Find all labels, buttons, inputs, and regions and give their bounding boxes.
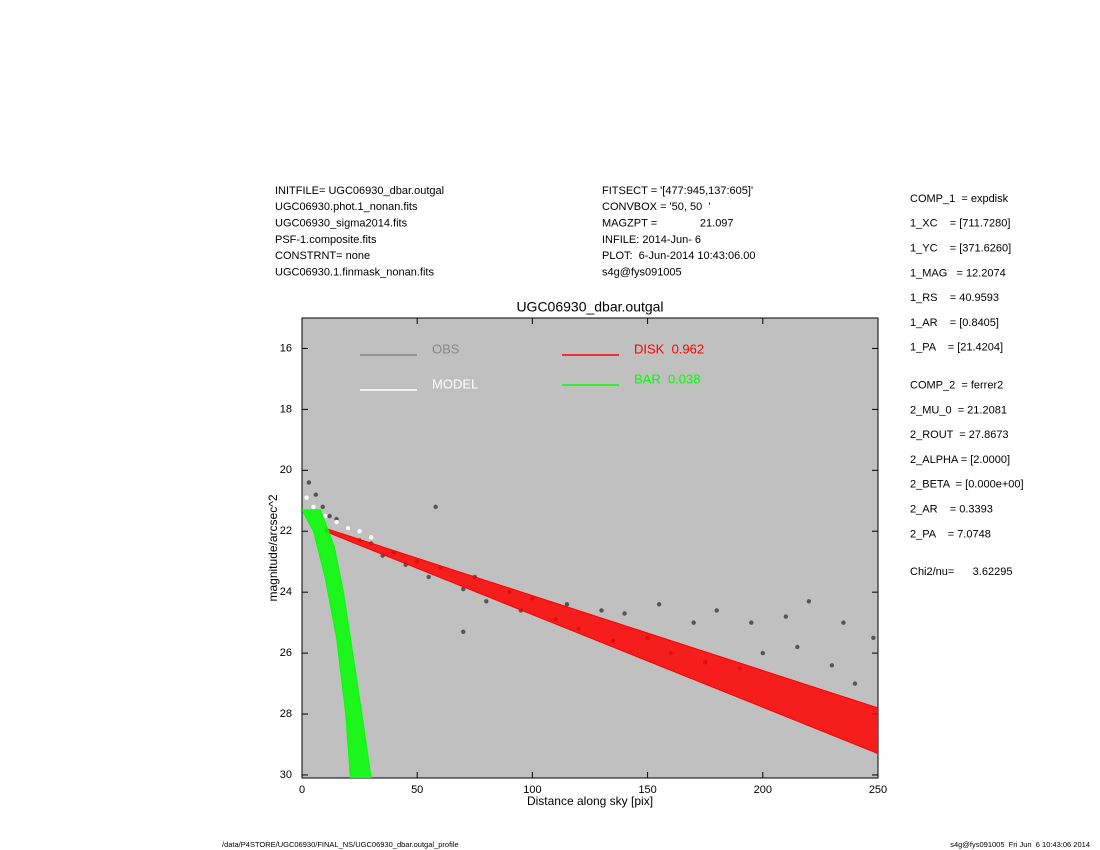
data-point bbox=[426, 574, 431, 580]
data-point bbox=[599, 608, 604, 613]
footer-right: s4g@fys091005 Fri Jun 6 10:43:06 2014 bbox=[950, 840, 1090, 849]
data-point bbox=[795, 644, 800, 650]
y-axis-label: magnitude/arcsec^2 bbox=[266, 494, 280, 601]
data-point bbox=[345, 525, 351, 531]
x-axis-label: Distance along sky [pix] bbox=[527, 794, 653, 808]
legend-label: BAR 0.038 bbox=[634, 371, 701, 386]
param-line: 2_ALPHA = [2.0000] bbox=[910, 454, 1010, 466]
data-point bbox=[461, 586, 466, 592]
legend-label: OBS bbox=[432, 341, 460, 356]
model-band bbox=[302, 509, 372, 778]
data-point bbox=[656, 602, 662, 607]
data-point bbox=[304, 495, 309, 500]
data-point bbox=[829, 663, 835, 668]
chart-title: UGC06930_dbar.outgal bbox=[516, 299, 663, 315]
data-point bbox=[368, 535, 374, 540]
data-point bbox=[322, 513, 328, 519]
data-point bbox=[749, 620, 754, 625]
param-line: Chi2/nu= 3.62295 bbox=[910, 566, 1012, 578]
data-point bbox=[311, 504, 316, 510]
param-line: 1_PA = [21.4204] bbox=[910, 342, 1003, 354]
data-point bbox=[871, 635, 876, 641]
legend-label: MODEL bbox=[432, 376, 478, 391]
y-tick-label: 26 bbox=[280, 647, 292, 659]
data-point bbox=[841, 620, 846, 625]
header-center-line: s4g@fys091005 bbox=[602, 266, 682, 278]
param-line: COMP_2 = ferrer2 bbox=[910, 380, 1003, 392]
data-point bbox=[714, 608, 719, 613]
data-point bbox=[783, 614, 789, 619]
header-left-line: UGC06930.1.finmask_nonan.fits bbox=[275, 266, 434, 278]
data-point bbox=[691, 620, 696, 625]
data-point bbox=[334, 516, 339, 522]
data-point bbox=[306, 480, 312, 485]
header-center-line: INFILE: 2014-Jun- 6 bbox=[602, 234, 701, 246]
param-line: 1_YC = [371.6260] bbox=[910, 243, 1011, 255]
y-tick-label: 20 bbox=[280, 464, 292, 476]
header-center-line: FITSECT = '[477:945,137:605]' bbox=[602, 185, 753, 197]
data-point bbox=[327, 513, 332, 519]
data-point bbox=[334, 519, 339, 525]
param-line: 1_MAG = 12.2074 bbox=[910, 267, 1006, 279]
x-tick-label: 100 bbox=[523, 784, 541, 796]
data-point bbox=[760, 650, 765, 656]
x-tick-label: 150 bbox=[638, 784, 656, 796]
x-tick-label: 200 bbox=[754, 784, 772, 796]
param-line: 2_AR = 0.3393 bbox=[910, 504, 993, 516]
data-point bbox=[852, 681, 858, 686]
data-point bbox=[357, 529, 362, 534]
x-tick-label: 50 bbox=[411, 784, 423, 796]
data-point bbox=[320, 504, 325, 510]
header-left-line: CONSTRNT= none bbox=[275, 250, 370, 262]
y-tick-label: 24 bbox=[280, 586, 292, 598]
header-left-line: INITFILE= UGC06930_dbar.outgal bbox=[275, 185, 444, 197]
param-line: 2_MU_0 = 21.2081 bbox=[910, 404, 1007, 416]
data-point bbox=[313, 492, 319, 497]
legend-label: DISK 0.962 bbox=[634, 341, 704, 356]
param-line: 1_XC = [711.7280] bbox=[910, 218, 1010, 230]
param-line: 1_AR = [0.8405] bbox=[910, 317, 999, 329]
param-line: 2_PA = 7.0748 bbox=[910, 528, 991, 540]
data-point bbox=[622, 611, 627, 616]
header-center-line: MAGZPT = 21.097 bbox=[602, 218, 734, 230]
y-tick-label: 16 bbox=[280, 342, 292, 354]
footer-left: /data/P4STORE/UGC06930/FINAL_NS/UGC06930… bbox=[222, 840, 459, 849]
data-point bbox=[433, 504, 438, 510]
y-tick-label: 28 bbox=[280, 708, 292, 720]
data-point bbox=[806, 599, 812, 604]
header-center-line: CONVBOX = '50, 50 ' bbox=[602, 201, 710, 213]
y-tick-label: 18 bbox=[280, 403, 292, 415]
param-line: 2_BETA = [0.000e+00] bbox=[910, 479, 1024, 491]
param-line: COMP_1 = expdisk bbox=[910, 193, 1009, 205]
y-tick-label: 22 bbox=[280, 525, 292, 537]
data-point bbox=[484, 599, 489, 604]
data-point bbox=[564, 602, 570, 607]
y-tick-label: 30 bbox=[280, 769, 292, 781]
header-left-line: UGC06930_sigma2014.fits bbox=[275, 218, 408, 230]
data-point bbox=[461, 629, 466, 634]
param-line: 1_RS = 40.9593 bbox=[910, 292, 999, 304]
header-left-line: PSF-1.composite.fits bbox=[275, 234, 377, 246]
x-tick-label: 0 bbox=[299, 784, 305, 796]
header-center-line: PLOT: 6-Jun-2014 10:43:06.00 bbox=[602, 250, 756, 262]
header-left-line: UGC06930.phot.1_nonan.fits bbox=[275, 201, 418, 213]
x-tick-label: 250 bbox=[869, 784, 887, 796]
param-line: 2_ROUT = 27.8673 bbox=[910, 429, 1009, 441]
